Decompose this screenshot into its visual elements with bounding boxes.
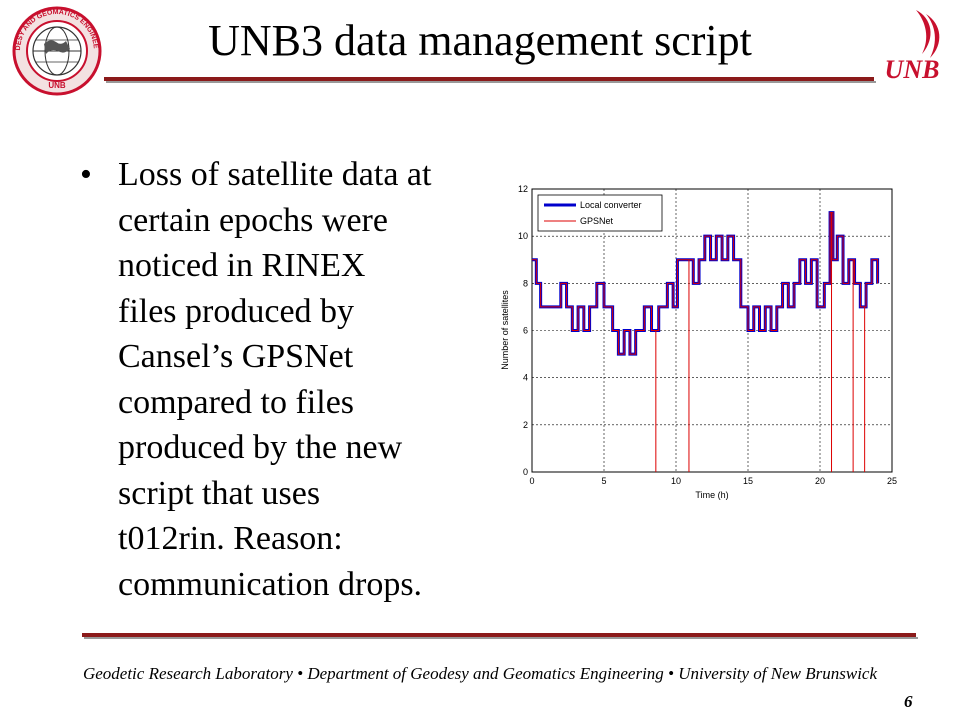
bullet-text: Loss of satellite data at certain epochs… xyxy=(118,156,432,603)
bullet-dot: • xyxy=(80,156,92,193)
chart-series xyxy=(532,211,880,472)
y-tick-label: 4 xyxy=(523,373,528,383)
unb-logo-text: UNB xyxy=(885,55,940,84)
slide-title: UNB3 data management script xyxy=(208,16,752,65)
x-tick-label: 25 xyxy=(887,476,897,486)
legend-label-local-converter: Local converter xyxy=(580,200,642,210)
unb-logo: UNB xyxy=(885,10,940,84)
y-tick-label: 0 xyxy=(523,467,528,477)
x-tick-label: 10 xyxy=(671,476,681,486)
geodesy-seal-logo: GEODESY AND GEOMATICS ENGINEERING UNB xyxy=(8,6,102,96)
y-tick-label: 6 xyxy=(523,326,528,336)
y-tick-label: 10 xyxy=(518,231,528,241)
footer-text: Geodetic Research Laboratory • Departmen… xyxy=(82,664,878,683)
bottom-divider-shadow xyxy=(84,637,918,639)
legend-box xyxy=(537,194,663,232)
seal-bottom-text: UNB xyxy=(48,81,66,90)
top-divider-shadow xyxy=(106,81,876,83)
y-tick-label: 8 xyxy=(523,278,528,288)
plot-frame xyxy=(531,188,893,473)
y-axis-label: Number of satellites xyxy=(500,290,510,370)
legend-label-gpsnet: GPSNet xyxy=(580,216,614,226)
x-axis-label: Time (h) xyxy=(695,490,728,500)
y-tick-label: 2 xyxy=(523,420,528,430)
y-tick-label: 12 xyxy=(518,184,528,194)
bullet-item: • Loss of satellite data at certain epoc… xyxy=(80,152,480,607)
page-number: 6 xyxy=(904,692,913,711)
chart-ticks: 0 5 10 15 20 25 0 2 4 6 8 10 12 xyxy=(518,184,897,486)
bottom-divider xyxy=(82,633,916,637)
x-tick-label: 15 xyxy=(743,476,753,486)
top-divider xyxy=(104,77,874,81)
x-tick-label: 0 xyxy=(529,476,534,486)
x-tick-label: 20 xyxy=(815,476,825,486)
x-tick-label: 5 xyxy=(601,476,606,486)
series-line-gpsnet xyxy=(532,212,879,355)
chart-legend: Local converter GPSNet xyxy=(537,194,663,232)
satellite-count-chart: 0 5 10 15 20 25 0 2 4 6 8 10 12 Time (h) Number of s… xyxy=(500,184,897,500)
